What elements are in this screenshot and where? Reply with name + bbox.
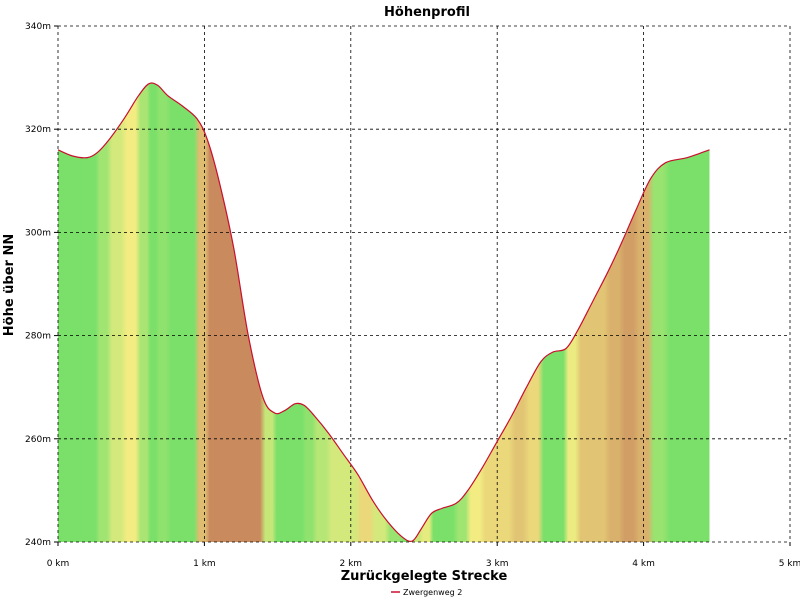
x-tick-labels: 0 km 1 km 2 km 3 km 4 km 5 km: [47, 559, 800, 569]
legend: Zwergenweg 2: [391, 588, 462, 597]
x-tick-label-5: 5 km: [779, 559, 800, 569]
y-axis-title: Höhe über NN: [2, 234, 17, 336]
y-tick-label-4: 320m: [25, 125, 51, 135]
y-tick-labels: 240m 260m 280m 300m 320m 340m: [25, 22, 51, 548]
y-tick-label-3: 300m: [25, 228, 51, 238]
chart-title: Höhenprofil: [384, 5, 470, 20]
x-tick-label-2: 2 km: [340, 559, 363, 569]
grid-layer: [54, 25, 791, 546]
y-tick-label-5: 340m: [25, 22, 51, 32]
legend-label: Zwergenweg 2: [403, 588, 462, 597]
elevation-area: [58, 83, 710, 542]
y-tick-label-0: 240m: [25, 538, 51, 548]
line-layer: [58, 82, 710, 542]
y-tick-label-1: 260m: [25, 435, 51, 445]
y-tick-label-2: 280m: [25, 332, 51, 342]
area-layer: [58, 83, 710, 542]
x-tick-label-4: 4 km: [632, 559, 655, 569]
x-tick-label-1: 1 km: [193, 559, 216, 569]
x-axis-title: Zurückgelegte Strecke: [341, 569, 508, 584]
x-tick-label-0: 0 km: [47, 559, 70, 569]
elevation-line: [58, 82, 710, 542]
x-tick-label-3: 3 km: [486, 559, 509, 569]
